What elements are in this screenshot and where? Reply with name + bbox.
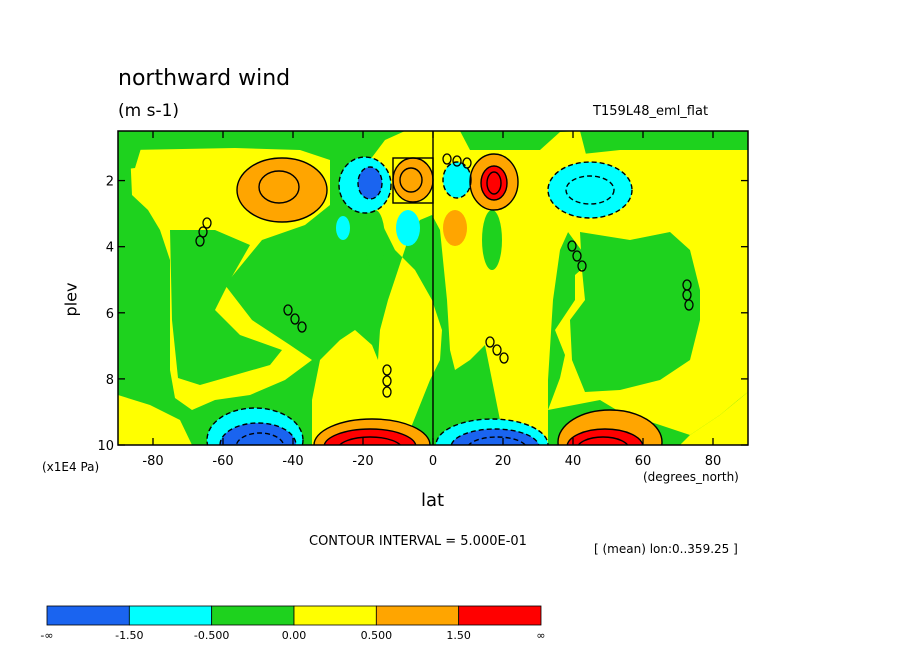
y-tick-label: 8 [106, 373, 114, 388]
x-tick-label: 0 [429, 454, 437, 469]
yellow-region-south-east [680, 392, 748, 445]
x-tick-label: 20 [495, 454, 512, 469]
x-axis-units: (degrees_north) [643, 470, 739, 484]
y-tick-label: 2 [106, 175, 114, 190]
orange-cell-nw [237, 158, 327, 222]
cyan-cell-nc [443, 162, 471, 198]
yellow-region-central [312, 131, 590, 445]
cyan-cell-ne [548, 162, 632, 218]
colorbar-label: -0.500 [194, 629, 229, 642]
blue-cell-nw [358, 167, 382, 199]
colorbar-label: ∞ [536, 629, 545, 642]
colorbar-label: -∞ [40, 629, 53, 642]
y-tick-label: 10 [97, 439, 114, 454]
orange-cell-mid-c [443, 210, 467, 246]
mean-note: [ (mean) lon:0..359.25 ] [594, 542, 738, 556]
colorbar-swatch [375, 605, 460, 626]
y-axis-label: plev [61, 282, 81, 317]
green-cell-mid-w [365, 210, 385, 270]
chart-units: (m s-1) [118, 101, 180, 121]
x-tick-label: 80 [705, 454, 722, 469]
colorbar: -∞ -1.50 -0.500 0.00 0.500 1.50 ∞ [40, 605, 546, 642]
colorbar-label: 0.500 [361, 629, 393, 642]
colorbar-swatch [46, 605, 130, 626]
field-layer [118, 131, 748, 445]
y-axis-units: (x1E4 Pa) [42, 460, 100, 474]
green-tongue-east [570, 232, 700, 392]
cyan-cell-mid-c [396, 210, 420, 246]
colorbar-swatch [211, 605, 295, 626]
x-tick-label: 40 [565, 454, 582, 469]
x-tick-label: -20 [352, 454, 373, 469]
contour-interval-label: CONTOUR INTERVAL = 5.000E-01 [309, 534, 527, 549]
x-axis-label: lat [421, 490, 445, 511]
green-cell-mid-e [482, 210, 502, 270]
colorbar-label: 0.00 [282, 629, 307, 642]
x-tick-label: -40 [282, 454, 303, 469]
y-tick-label: 4 [106, 241, 114, 256]
chart-title: northward wind [118, 66, 291, 91]
orange-cell-nc [393, 158, 433, 202]
colorbar-label: 1.50 [446, 629, 471, 642]
y-tick-label: 6 [106, 307, 114, 322]
x-tick-label: -60 [212, 454, 233, 469]
red-cell-ne [481, 166, 507, 200]
colorbar-label: -1.50 [115, 629, 143, 642]
run-label: T159L48_eml_flat [593, 104, 709, 119]
zero-contour-blobs [195, 153, 694, 398]
contour-lines [206, 131, 663, 445]
colorbar-swatch [128, 605, 213, 626]
y-axis-ticks: 2 4 6 8 10 [97, 175, 748, 454]
green-strip-south-west-1 [118, 131, 160, 170]
yellow-cell-mid [519, 216, 531, 240]
green-tongue-west [170, 230, 282, 385]
x-axis-ticks: -80 -60 -40 -20 0 20 40 60 80 [142, 131, 721, 469]
x-tick-label: -80 [142, 454, 163, 469]
colorbar-swatch [293, 605, 377, 626]
yellow-region-south-west [118, 395, 192, 445]
colorbar-swatch [458, 605, 542, 626]
cyan-cell-mid-w [336, 216, 350, 240]
x-tick-label: 60 [635, 454, 652, 469]
blue-cell-se [451, 429, 539, 445]
